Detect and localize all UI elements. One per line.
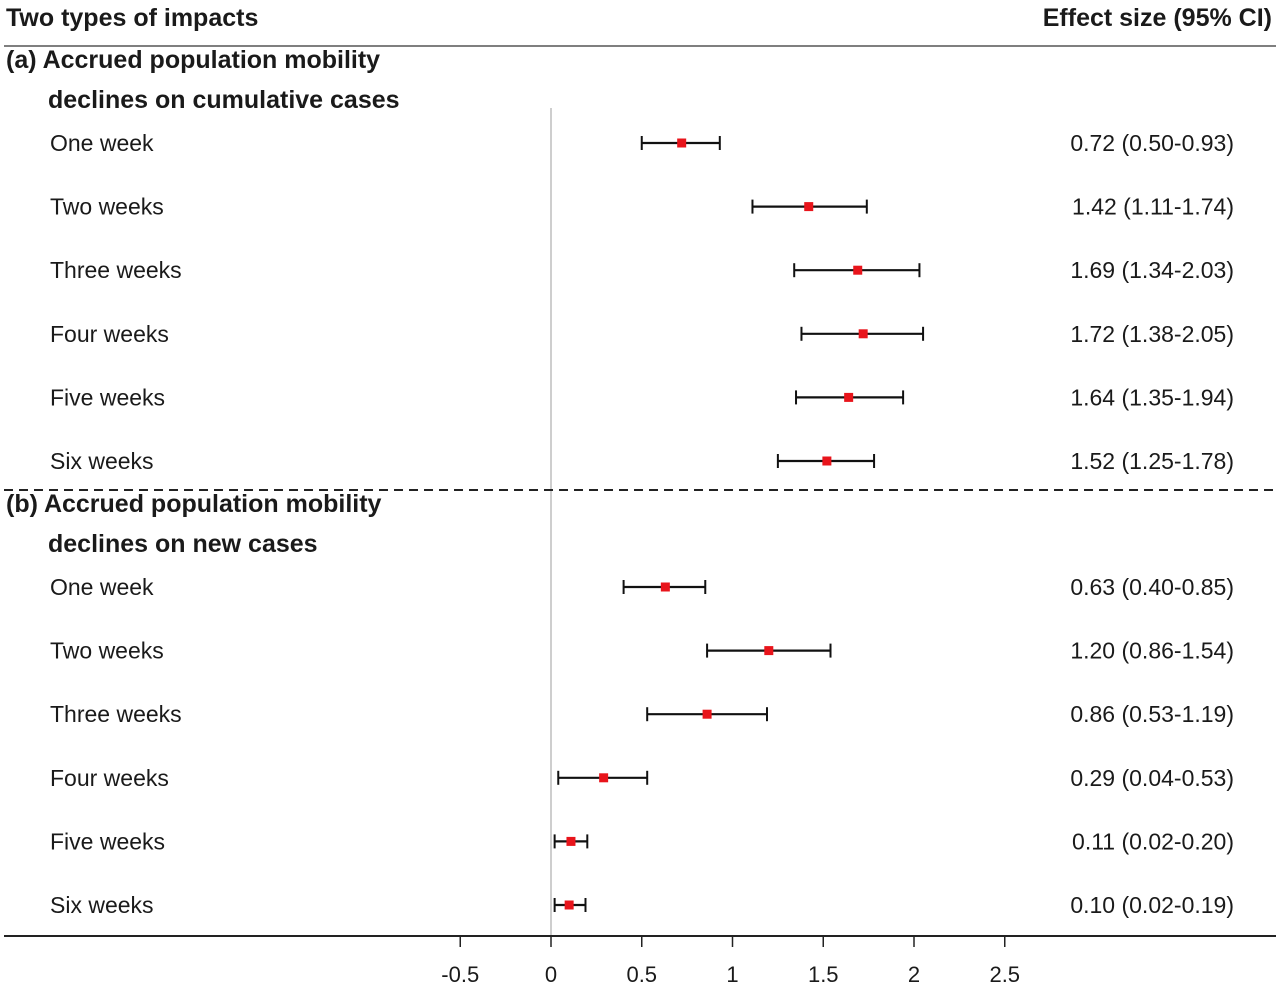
row-label: Three weeks [50, 257, 182, 283]
point-estimate [764, 646, 774, 656]
row-label: Six weeks [50, 448, 154, 474]
x-tick-label: 0.5 [626, 962, 657, 987]
forest-row: Four weeks 0.29 (0.04-0.53) [50, 765, 1234, 791]
forest-row: Four weeks 1.72 (1.38-2.05) [50, 321, 1234, 347]
forest-row: Three weeks 0.86 (0.53-1.19) [50, 701, 1234, 727]
point-estimate [844, 392, 854, 402]
estimate-label: 1.64 (1.35-1.94) [1070, 384, 1234, 410]
group-title-line2: declines on new cases [48, 530, 318, 558]
row-label: One week [50, 574, 154, 600]
row-label: Five weeks [50, 384, 165, 410]
estimate-label: 0.63 (0.40-0.85) [1070, 574, 1234, 600]
estimate-label: 1.20 (0.86-1.54) [1070, 638, 1234, 664]
estimate-label: 0.11 (0.02-0.20) [1072, 828, 1234, 854]
point-estimate [853, 265, 863, 275]
forest-row: One week 0.72 (0.50-0.93) [50, 130, 1234, 156]
estimate-label: 1.72 (1.38-2.05) [1070, 321, 1234, 347]
row-label: Two weeks [50, 194, 164, 220]
forest-row: Five weeks 0.11 (0.02-0.20) [50, 828, 1234, 854]
point-estimate [822, 456, 832, 466]
estimate-label: 0.86 (0.53-1.19) [1070, 701, 1234, 727]
point-estimate [564, 900, 574, 910]
forest-row: Six weeks 1.52 (1.25-1.78) [50, 448, 1234, 474]
estimate-label: 1.52 (1.25-1.78) [1070, 448, 1234, 474]
group-title: (b) Accrued population mobility [6, 490, 382, 518]
forest-row: Two weeks 1.20 (0.86-1.54) [50, 638, 1234, 664]
estimate-label: 0.10 (0.02-0.19) [1070, 892, 1234, 918]
x-tick-label: 1 [726, 962, 738, 987]
point-estimate [599, 773, 609, 783]
x-tick-label: 1.5 [808, 962, 839, 987]
group-1: (b) Accrued population mobility declines … [6, 490, 1234, 918]
forest-row: Six weeks 0.10 (0.02-0.19) [50, 892, 1234, 918]
forest-row: One week 0.63 (0.40-0.85) [50, 574, 1234, 600]
forest-row: Two weeks 1.42 (1.11-1.74) [50, 194, 1234, 220]
x-tick-label: 2 [908, 962, 920, 987]
row-label: Four weeks [50, 765, 169, 791]
x-axis-ticks: -0.5 0 0.5 1 1.5 2 2.5 [441, 936, 1020, 987]
x-tick-label: 2.5 [989, 962, 1020, 987]
row-label: One week [50, 130, 154, 156]
estimate-label: 1.42 (1.11-1.74) [1072, 194, 1234, 220]
header-right: Effect size (95% CI) [1043, 4, 1272, 32]
point-estimate [660, 582, 670, 592]
x-tick-label: -0.5 [441, 962, 479, 987]
estimate-label: 0.29 (0.04-0.53) [1070, 765, 1234, 791]
row-label: Five weeks [50, 828, 165, 854]
group-title: (a) Accrued population mobility [6, 46, 380, 74]
estimate-label: 1.69 (1.34-2.03) [1070, 257, 1234, 283]
estimate-label: 0.72 (0.50-0.93) [1070, 130, 1234, 156]
point-estimate [804, 202, 814, 212]
x-tick-label: 0 [545, 962, 557, 987]
point-estimate [702, 709, 712, 719]
forest-row: Five weeks 1.64 (1.35-1.94) [50, 384, 1234, 410]
point-estimate [566, 836, 576, 846]
row-label: Four weeks [50, 321, 169, 347]
row-label: Three weeks [50, 701, 182, 727]
point-estimate [858, 329, 868, 339]
row-label: Six weeks [50, 892, 154, 918]
group-0: (a) Accrued population mobility declines … [6, 46, 1234, 474]
point-estimate [677, 138, 687, 148]
row-label: Two weeks [50, 638, 164, 664]
forest-row: Three weeks 1.69 (1.34-2.03) [50, 257, 1234, 283]
group-title-line2: declines on cumulative cases [48, 86, 400, 114]
groups-layer: (a) Accrued population mobility declines … [6, 46, 1234, 918]
header-left: Two types of impacts [6, 4, 258, 32]
